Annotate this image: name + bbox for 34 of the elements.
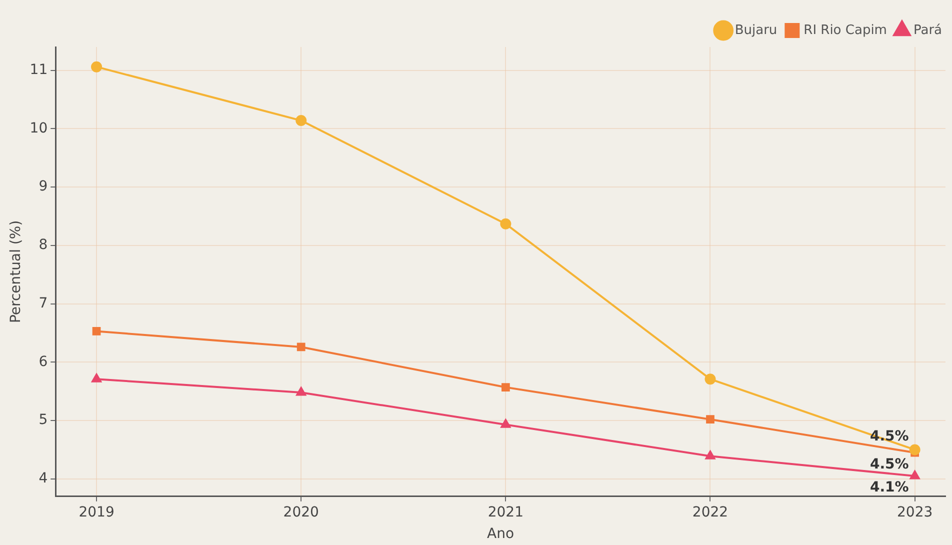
point [296,342,306,352]
x-tick-label: 2020 [283,504,319,520]
point [706,415,714,424]
y-tick-label: 7 [38,295,48,312]
x-tick-label: 2023 [896,504,933,520]
point [500,419,511,428]
x-axis-title: Ano [487,526,514,542]
y-tick-label: 9 [38,178,48,195]
legend-label: Pará [913,22,942,38]
y-tick-label: 5 [38,412,48,428]
y-tick-label: 10 [30,120,48,136]
point [296,387,306,396]
point [910,470,920,480]
legend-label: RI Rio Capim [804,22,887,38]
point [704,374,716,385]
point [91,61,102,72]
x-tick-label: 2022 [692,504,728,520]
legend-label: Bujaru [734,22,778,38]
data-label: 4.5% [870,456,909,472]
y-tick-label: 4 [38,470,48,487]
y-tick-label: 6 [38,354,48,370]
point [501,383,510,392]
point [296,115,307,126]
point [705,450,716,460]
point [500,218,512,230]
x-tick-label: 2021 [488,504,524,520]
x-tick-label: 2019 [78,504,114,520]
point [92,327,101,336]
y-axis-title: Percentual (%) [8,220,24,324]
y-tick-label: 11 [30,62,48,78]
point [92,374,102,382]
y-tick-label: 8 [38,237,48,254]
data-label: 4.1% [870,480,909,496]
point [909,444,920,456]
